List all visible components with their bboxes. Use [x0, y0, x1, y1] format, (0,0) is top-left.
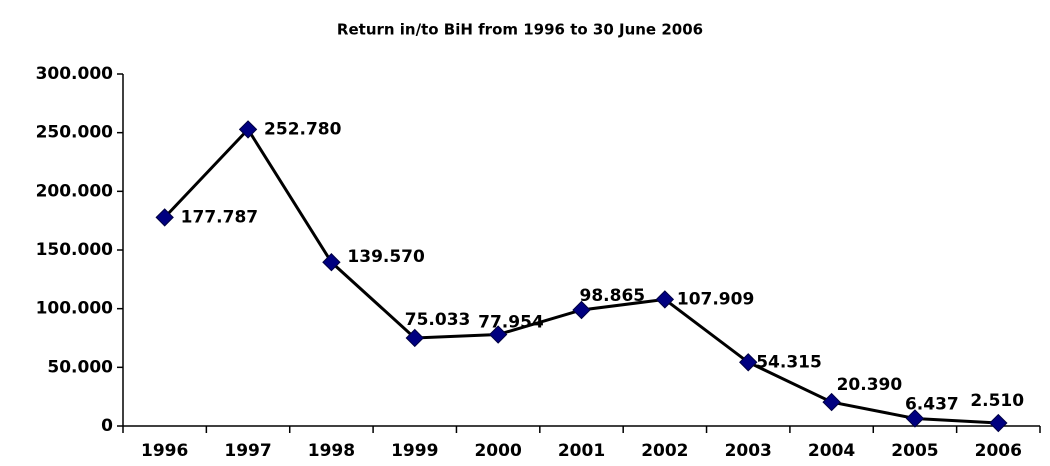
data-label: 77.954 [478, 313, 544, 333]
marker [739, 353, 758, 372]
x-tick-label: 1998 [308, 441, 355, 461]
data-label: 252.780 [264, 119, 342, 139]
x-tick-label: 2004 [808, 441, 855, 461]
data-label: 2.510 [970, 391, 1024, 411]
y-tick-label: 100.000 [36, 299, 114, 319]
x-tick-label: 2000 [474, 441, 521, 461]
data-label: 54.315 [756, 352, 822, 372]
marker [655, 290, 675, 309]
marker [572, 300, 591, 320]
marker [322, 253, 341, 272]
data-label: 75.033 [405, 310, 471, 330]
marker [488, 325, 508, 344]
marker [405, 328, 424, 348]
data-label: 107.909 [677, 289, 754, 309]
marker [238, 120, 258, 139]
x-tick-label: 1996 [141, 441, 188, 461]
data-label: 20.390 [837, 375, 903, 395]
marker [989, 413, 1008, 433]
y-tick-label: 250.000 [36, 123, 114, 143]
x-tick-label: 2002 [641, 441, 688, 461]
x-tick-label: 2001 [558, 441, 605, 461]
data-label: 177.787 [181, 207, 258, 227]
y-tick-label: 150.000 [36, 240, 114, 260]
marker [155, 208, 174, 227]
y-tick-label: 200.000 [36, 181, 114, 201]
data-label: 6.437 [905, 394, 959, 414]
marker [822, 392, 841, 412]
chart-title: Return in/to BiH from 1996 to 30 June 20… [337, 21, 703, 39]
data-label: 139.570 [347, 247, 425, 267]
data-label: 98.865 [580, 286, 646, 306]
x-tick-label: 2003 [725, 441, 772, 461]
x-tick-label: 2005 [891, 441, 938, 461]
y-tick-label: 300.000 [36, 64, 114, 84]
y-tick-label: 50.000 [47, 357, 113, 377]
x-tick-label: 2006 [975, 441, 1022, 461]
x-tick-label: 1997 [224, 441, 271, 461]
marker [905, 409, 925, 428]
x-tick-label: 1999 [391, 441, 438, 461]
y-tick-label: 0 [101, 416, 113, 436]
